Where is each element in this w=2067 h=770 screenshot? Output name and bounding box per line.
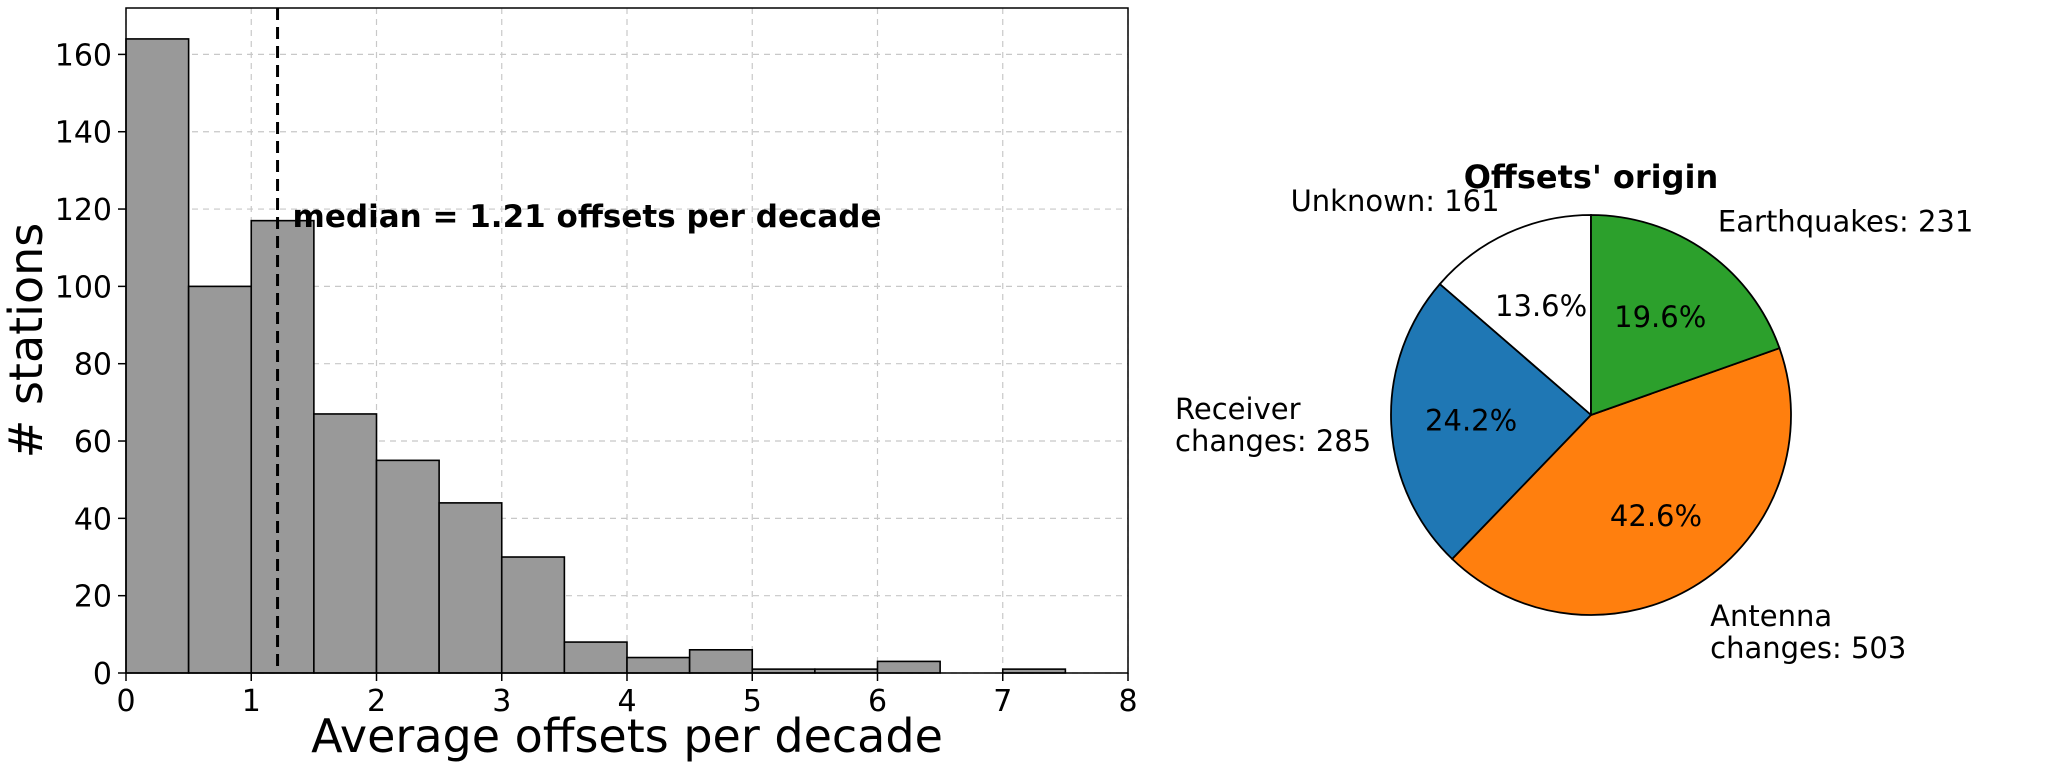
pie-slice-label: Receiver changes: 285 <box>1175 392 1371 458</box>
x-tick-label: 4 <box>617 684 636 719</box>
histogram-bar <box>876 660 941 674</box>
histogram-bar <box>500 556 566 674</box>
pie-slice-label-line: Receiver <box>1175 392 1301 426</box>
pie-slice-label: Earthquakes: 231 <box>1718 204 1973 238</box>
y-tick-label: 0 <box>93 657 112 692</box>
y-tick-label: 40 <box>74 502 112 537</box>
x-tick-label: 0 <box>116 684 135 719</box>
pie-slice-label-line: changes: 503 <box>1710 631 1906 665</box>
y-tick-label: 20 <box>74 580 112 615</box>
histogram-bar <box>313 413 378 674</box>
pie-slice-label-line: Unknown: 161 <box>1291 184 1500 218</box>
y-tick-label: 100 <box>55 270 112 305</box>
histogram-bar <box>688 649 754 674</box>
pie-chart: Offsets' origin 13.6% 24.2% 42.6% 19.6% Unk… <box>1175 158 1973 665</box>
y-tick-label: 140 <box>55 116 112 151</box>
pie-percent-label: 24.2% <box>1425 403 1517 437</box>
x-tick-label: 7 <box>993 684 1012 719</box>
pie-percent-labels: 13.6% 24.2% 42.6% 19.6% <box>1425 289 1706 533</box>
pie-slice <box>1390 282 1593 561</box>
histogram-chart: 0 1 2 3 4 5 6 7 8 0 20 40 60 80 100 120 140 160 median =… <box>0 7 1138 763</box>
y-axis-ticks: 0 20 40 60 80 100 120 140 160 <box>55 38 126 692</box>
histogram-bar <box>438 502 503 674</box>
x-tick-label: 5 <box>743 684 762 719</box>
pie-slice-label-line: changes: 285 <box>1175 424 1371 458</box>
x-axis-ticks: 0 1 2 3 4 5 6 7 8 <box>116 673 1138 719</box>
pie-slice <box>1590 214 1781 417</box>
pie-percent-label: 13.6% <box>1495 289 1587 323</box>
histogram-bars <box>125 38 1067 674</box>
y-tick-label: 80 <box>74 348 112 383</box>
pie-slice-label: Unknown: 161 <box>1291 184 1500 218</box>
median-annotation: median = 1.21 offsets per decade <box>293 199 882 235</box>
pie-slice-label-line: Antenna <box>1710 599 1832 633</box>
y-tick-label: 60 <box>74 425 112 460</box>
histogram-bar <box>125 38 190 674</box>
pie-slice <box>1438 214 1592 417</box>
pie-slice-label-line: Earthquakes: 231 <box>1718 204 1973 238</box>
histogram-bar <box>563 641 628 674</box>
y-tick-label: 120 <box>55 193 112 228</box>
histogram-bar <box>375 459 440 674</box>
histogram-bar <box>187 285 253 674</box>
y-tick-label: 160 <box>55 38 112 73</box>
x-tick-label: 6 <box>868 684 887 719</box>
histogram-bar <box>250 219 315 674</box>
pie-slice <box>1450 347 1792 616</box>
histogram-bar <box>626 656 691 674</box>
x-tick-label: 1 <box>242 684 261 719</box>
pie-title: Offsets' origin <box>1464 158 1719 196</box>
pie-slice-label: Antenna changes: 503 <box>1710 599 1906 665</box>
x-tick-label: 3 <box>492 684 511 719</box>
x-tick-label: 2 <box>367 684 386 719</box>
x-tick-label: 8 <box>1118 684 1137 719</box>
y-axis-title: # stations <box>0 223 53 458</box>
pie-percent-label: 42.6% <box>1610 499 1702 533</box>
pie-percent-label: 19.6% <box>1614 300 1706 334</box>
x-axis-title: Average offsets per decade <box>311 709 943 763</box>
pie-slices <box>1390 214 1792 616</box>
